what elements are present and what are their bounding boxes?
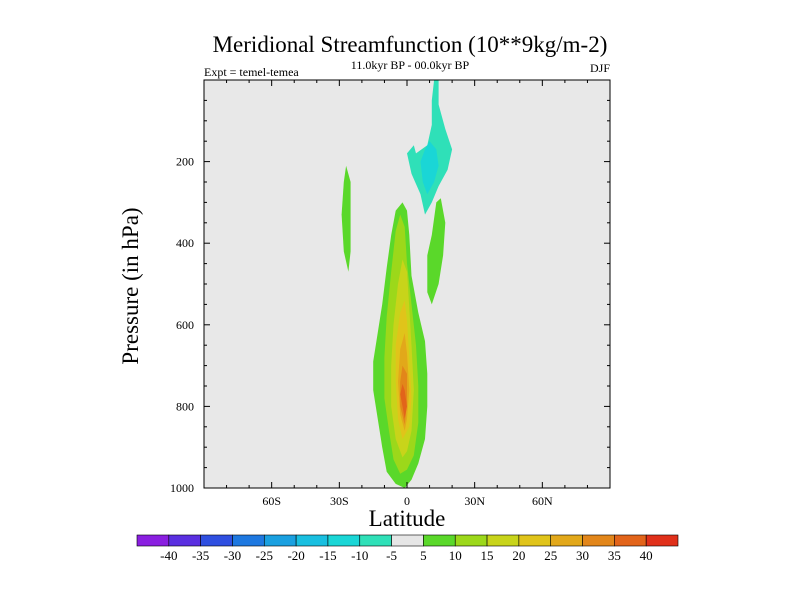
- colorbar-swatch: [423, 534, 456, 547]
- colorbar-swatch: [232, 534, 265, 547]
- colorbar-label: 15: [481, 548, 494, 563]
- colorbar-swatch: [136, 534, 170, 547]
- y-axis: 200 400 600 800 1000: [170, 79, 610, 495]
- colorbar-label: 20: [512, 548, 525, 563]
- colorbar-swatch: [359, 534, 392, 547]
- colorbar-label: 5: [420, 548, 427, 563]
- colorbar-swatch: [391, 534, 424, 547]
- y-tick-label: 800: [176, 399, 194, 413]
- y-tick-label: 200: [176, 155, 194, 169]
- contour-region-positive-35: [400, 384, 407, 419]
- colorbar-swatch: [263, 534, 297, 547]
- x-axis: 60S 30S 0 30N 60N: [226, 80, 588, 508]
- colorbar-swatch: [645, 534, 679, 547]
- colorbar-swatch: [518, 534, 552, 547]
- colorbar-label: -35: [192, 548, 209, 563]
- colorbar-label: -40: [160, 548, 177, 563]
- experiment-label: Expt = temel-temea: [204, 65, 299, 79]
- colorbar-swatch: [454, 534, 488, 547]
- y-tick-label: 400: [176, 236, 194, 250]
- colorbar-swatch: [550, 534, 583, 547]
- x-tick-label: 30N: [464, 494, 485, 508]
- colorbar-swatch: [295, 534, 329, 547]
- colorbar-swatch: [200, 534, 233, 547]
- x-tick-label: 60S: [262, 494, 281, 508]
- contour-region-southern-positive-cell: [341, 165, 351, 272]
- colorbar-swatch: [327, 534, 361, 547]
- colorbar-label: 25: [544, 548, 557, 563]
- colorbar: -40 -35 -30 -25 -20 -15 -10 -5 5 10 15 20 25 30 35 40: [136, 534, 679, 563]
- season-label: DJF: [590, 61, 610, 75]
- colorbar-label: -5: [386, 548, 397, 563]
- colorbar-swatch: [486, 534, 520, 547]
- colorbar-label: 30: [576, 548, 589, 563]
- colorbar-swatch: [614, 534, 647, 547]
- chart-subtitle: 11.0kyr BP - 00.0kyr BP: [351, 58, 470, 72]
- y-axis-label: Pressure (in hPa): [118, 207, 143, 364]
- chart-title: Meridional Streamfunction (10**9kg/m-2): [213, 32, 608, 57]
- x-axis-label: Latitude: [369, 506, 446, 531]
- y-tick-label: 600: [176, 318, 194, 332]
- y-tick-label: 1000: [170, 481, 194, 495]
- colorbar-label: 40: [640, 548, 653, 563]
- colorbar-swatch: [168, 534, 201, 547]
- contour-region-negative-10: [420, 141, 439, 195]
- colorbar-swatch: [582, 534, 615, 547]
- x-tick-label: 0: [404, 494, 410, 508]
- colorbar-label: -15: [319, 548, 336, 563]
- colorbar-label: 35: [608, 548, 621, 563]
- contour-region-northern-positive-cell: [427, 198, 446, 305]
- x-tick-label: 30S: [330, 494, 349, 508]
- colorbar-label: -10: [351, 548, 368, 563]
- colorbar-label: -30: [224, 548, 241, 563]
- colorbar-label: -25: [256, 548, 273, 563]
- x-tick-label: 60N: [532, 494, 553, 508]
- contour-regions: [341, 80, 453, 488]
- colorbar-label: 10: [449, 548, 462, 563]
- colorbar-label: -20: [287, 548, 304, 563]
